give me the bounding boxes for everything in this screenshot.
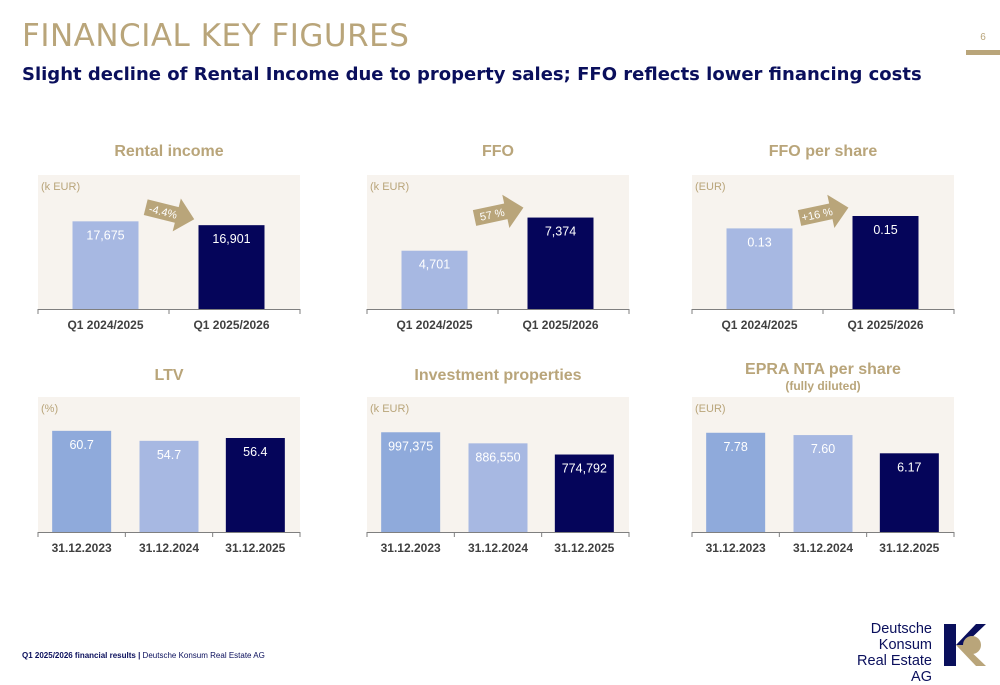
unit-label: (%) <box>41 403 58 415</box>
bar-q1-2024-2025 <box>726 228 793 309</box>
tick-label: Q1 2025/2026 <box>847 318 923 332</box>
unit-label: (k EUR) <box>370 403 409 415</box>
chart-title-ffo: FFO <box>482 143 514 160</box>
bar-q1-2025-2026 <box>852 216 919 309</box>
data-label: 54.7 <box>157 448 181 462</box>
bar-31-12-2025 <box>879 453 939 532</box>
chart-epra-nta-per-share: (EUR) 7.78 7.60 6.17 31.12.2023 31.12.2024 31.… <box>691 397 955 555</box>
chart-subtitle-epra-nta: (fully diluted) <box>785 379 861 393</box>
chart-title-ltv: LTV <box>154 367 184 384</box>
tick-label: Q1 2025/2026 <box>522 318 598 332</box>
data-label: 0.13 <box>747 235 771 249</box>
growth-arrow: -4.4% <box>143 198 195 232</box>
bar-q1-2024-2025 <box>72 221 139 309</box>
tick-label: 31.12.2024 <box>139 541 199 555</box>
page-number: 6 <box>980 32 986 43</box>
bar-31-12-2023 <box>381 432 441 532</box>
arrow-shape <box>472 194 524 228</box>
footer-report-label: Q1 2025/2026 financial results | <box>22 651 141 660</box>
growth-arrow: +16 % <box>797 194 849 228</box>
page-number-bar <box>966 50 1000 55</box>
data-label: 6.17 <box>897 460 921 474</box>
bar-31-12-2024 <box>468 443 528 532</box>
data-label: 16,901 <box>212 232 250 246</box>
footer-company: Deutsche Konsum Real Estate AG <box>142 651 265 660</box>
data-label: 0.15 <box>873 223 897 237</box>
data-label: 7.78 <box>723 440 747 454</box>
data-label: 7.60 <box>811 442 835 456</box>
tick-label: Q1 2024/2025 <box>721 318 797 332</box>
bar-31-12-2025 <box>554 454 614 532</box>
tick-label: 31.12.2025 <box>225 541 285 555</box>
unit-label: (k EUR) <box>370 181 409 193</box>
tick-label: Q1 2024/2025 <box>396 318 472 332</box>
arrow-shape <box>797 194 849 228</box>
bar-31-12-2023 <box>52 430 112 532</box>
bar-31-12-2024 <box>793 435 853 532</box>
data-label: 886,550 <box>475 450 520 464</box>
unit-label: (EUR) <box>695 181 726 193</box>
chart-rental-income: (k EUR) 17,675 16,901 Q1 2024/2025 Q1 2025/2… <box>37 175 301 332</box>
growth-arrow: 57 % <box>472 194 524 228</box>
tick-label: 31.12.2025 <box>879 541 939 555</box>
unit-label: (k EUR) <box>41 181 80 193</box>
logo-line-3: Real Estate AG <box>857 653 932 685</box>
bar-q1-2024-2025 <box>401 250 468 309</box>
chart-title-ffo-per-share: FFO per share <box>768 143 878 160</box>
logo-text: Deutsche Konsum Real Estate AG <box>836 621 932 685</box>
bar-31-12-2024 <box>139 440 199 532</box>
data-label: 997,375 <box>388 439 433 453</box>
logo-k-icon <box>944 624 986 666</box>
arrow-label: 57 % <box>479 207 506 224</box>
chart-title-investment-properties: Investment properties <box>414 367 582 384</box>
arrow-shape <box>143 198 195 232</box>
tick-label: 31.12.2023 <box>706 541 766 555</box>
page-subtitle: Slight decline of Rental Income due to p… <box>22 64 922 85</box>
tick-label: 31.12.2023 <box>52 541 112 555</box>
company-logo: Deutsche Konsum Real Estate AG <box>836 621 986 685</box>
tick-label: 31.12.2024 <box>793 541 853 555</box>
data-label: 774,792 <box>562 462 607 476</box>
chart-ltv: (%) 60.7 54.7 56.4 31.12.2023 31.12.2024 31.12… <box>37 397 301 555</box>
chart-title-rental-income: Rental income <box>114 143 224 160</box>
page-title: FINANCIAL KEY FIGURES <box>22 18 410 54</box>
tick-label: 31.12.2024 <box>468 541 528 555</box>
chart-ffo-per-share: (EUR) 0.13 0.15 Q1 2024/2025 Q1 2025/2026 +16… <box>691 175 955 332</box>
chart-ffo: (k EUR) 4,701 7,374 Q1 2024/2025 Q1 2025/202… <box>366 175 630 332</box>
data-label: 60.7 <box>69 438 93 452</box>
chart-investment-properties: (k EUR) 997,375 886,550 774,792 31.12.2023 31… <box>366 397 630 555</box>
bar-31-12-2023 <box>706 432 766 532</box>
tick-label: Q1 2025/2026 <box>193 318 269 332</box>
bar-q1-2025-2026 <box>527 217 594 309</box>
logo-line-2: Konsum <box>878 637 932 653</box>
data-label: 7,374 <box>545 225 576 239</box>
data-label: 56.4 <box>243 445 267 459</box>
unit-label: (EUR) <box>695 403 726 415</box>
data-label: 4,701 <box>419 258 450 272</box>
footer: Q1 2025/2026 financial results | Deutsch… <box>22 651 265 660</box>
bar-31-12-2025 <box>225 438 285 532</box>
tick-label: 31.12.2023 <box>381 541 441 555</box>
tick-label: 31.12.2025 <box>554 541 614 555</box>
chart-title-epra-nta: EPRA NTA per share <box>745 361 901 378</box>
data-label: 17,675 <box>86 228 124 242</box>
bar-q1-2025-2026 <box>198 225 265 309</box>
tick-label: Q1 2024/2025 <box>67 318 143 332</box>
logo-line-1: Deutsche <box>870 621 932 637</box>
